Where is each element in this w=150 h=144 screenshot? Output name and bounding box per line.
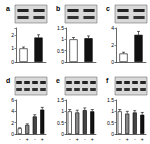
- svg-text:+: +: [91, 136, 94, 142]
- svg-text:d: d: [6, 77, 10, 84]
- svg-text:0: 0: [11, 131, 14, 137]
- svg-text:0.5: 0.5: [107, 120, 114, 126]
- svg-text:4: 4: [111, 25, 114, 31]
- svg-text:+: +: [126, 136, 129, 142]
- svg-text:2: 2: [11, 120, 14, 126]
- svg-text:0: 0: [11, 59, 14, 65]
- svg-text:0.5: 0.5: [57, 120, 64, 126]
- svg-text:0: 0: [61, 59, 64, 65]
- svg-text:c: c: [106, 5, 110, 12]
- svg-text:+: +: [26, 136, 29, 142]
- svg-text:+: +: [141, 136, 144, 142]
- svg-text:+: +: [41, 136, 44, 142]
- svg-text:1: 1: [11, 45, 14, 51]
- svg-text:2: 2: [111, 42, 114, 48]
- svg-text:e: e: [56, 77, 60, 84]
- svg-text:-: -: [19, 136, 21, 142]
- svg-text:6: 6: [11, 97, 14, 103]
- svg-text:0.5: 0.5: [57, 48, 64, 54]
- svg-text:4: 4: [11, 108, 14, 114]
- svg-text:-: -: [84, 136, 86, 142]
- svg-text:-: -: [119, 136, 121, 142]
- svg-text:a: a: [6, 5, 10, 12]
- svg-text:f: f: [106, 77, 109, 84]
- svg-text:1.5: 1.5: [107, 97, 114, 103]
- svg-text:-: -: [69, 136, 71, 142]
- svg-text:1: 1: [61, 36, 64, 42]
- svg-text:b: b: [56, 5, 60, 12]
- svg-text:1: 1: [111, 108, 114, 114]
- svg-text:1.5: 1.5: [57, 97, 64, 103]
- svg-text:1.5: 1.5: [57, 25, 64, 31]
- svg-text:+: +: [76, 136, 79, 142]
- svg-text:2: 2: [11, 32, 14, 38]
- svg-text:0: 0: [111, 131, 114, 137]
- svg-text:0: 0: [111, 59, 114, 65]
- svg-text:-: -: [134, 136, 136, 142]
- svg-text:-: -: [34, 136, 36, 142]
- svg-text:0: 0: [61, 131, 64, 137]
- svg-text:1: 1: [61, 108, 64, 114]
